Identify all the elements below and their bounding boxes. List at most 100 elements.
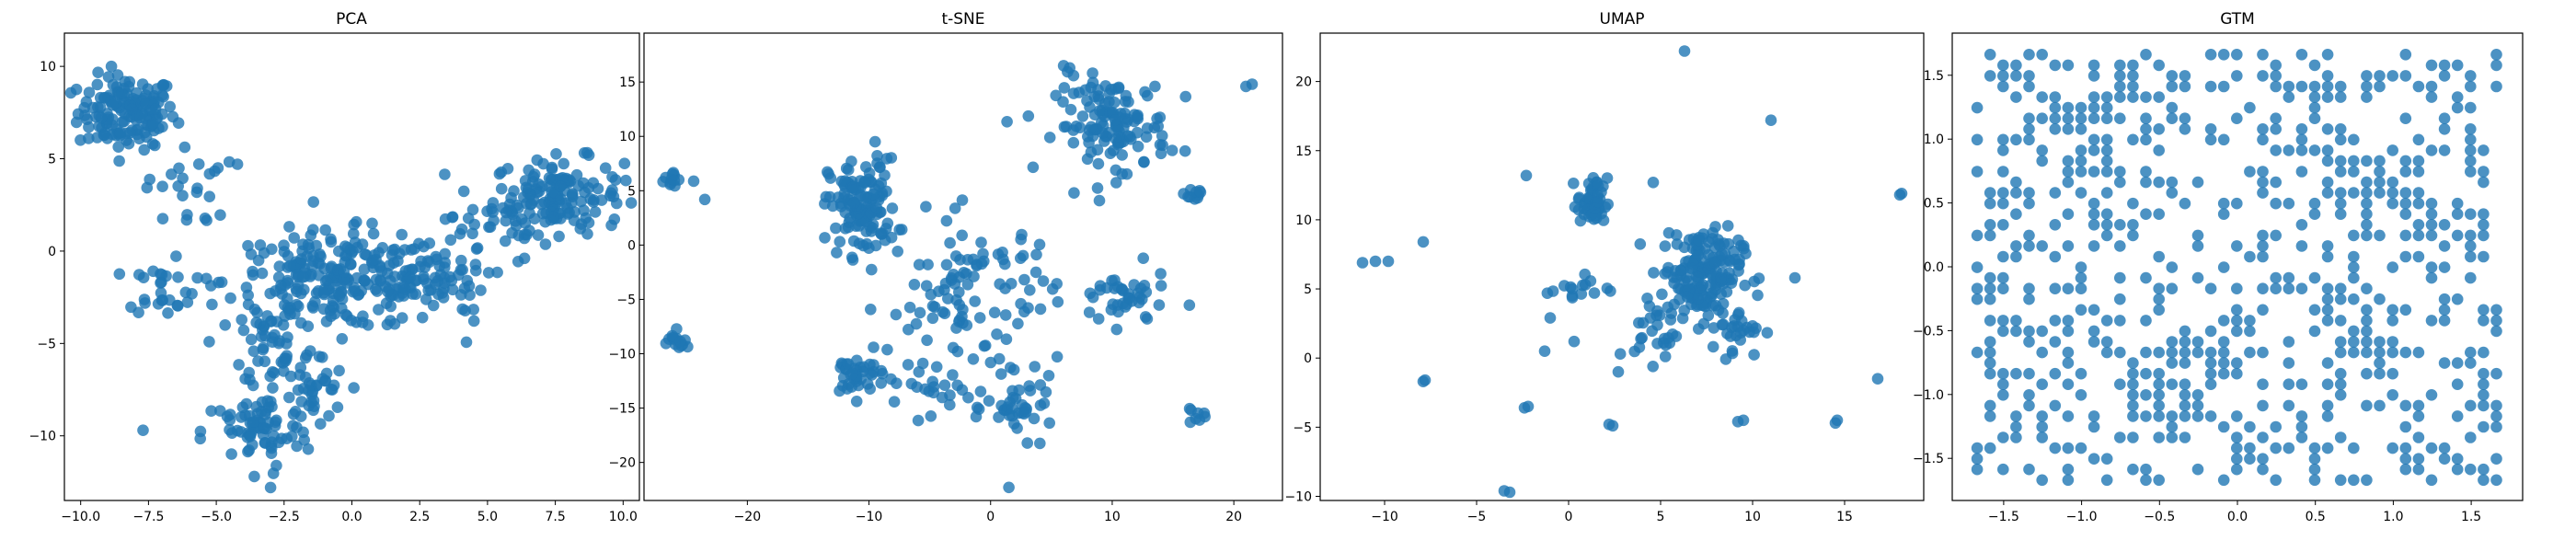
scatter-point — [2100, 208, 2113, 220]
scatter-point — [2204, 282, 2217, 295]
scatter-point — [2270, 474, 2282, 487]
scatter-point — [261, 395, 274, 408]
scatter-point — [455, 254, 467, 267]
scatter-point — [2023, 293, 2035, 305]
scatter-point — [2087, 101, 2100, 114]
scatter-point — [2153, 389, 2165, 401]
scatter-point — [1012, 317, 1024, 330]
scatter-point — [2412, 453, 2425, 466]
scatter-point — [951, 379, 963, 392]
scatter-point — [2348, 229, 2360, 242]
scatter-point — [2308, 304, 2321, 316]
scatter-point — [2114, 431, 2126, 443]
scatter-point — [2100, 474, 2113, 487]
scatter-point — [2386, 336, 2398, 348]
scatter-point — [315, 418, 327, 431]
scatter-point — [1128, 279, 1140, 291]
scatter-point — [525, 198, 537, 210]
scatter-point — [920, 280, 933, 293]
scatter-point — [1058, 82, 1071, 94]
scatter-point — [2100, 91, 2113, 103]
scatter-point — [2049, 187, 2062, 199]
scatter-point — [166, 168, 178, 180]
y-tick-label: −1.0 — [1913, 388, 1944, 403]
scatter-point — [2217, 367, 2230, 380]
scatter-point — [2361, 399, 2373, 412]
scatter-point — [2308, 144, 2321, 156]
scatter-point — [1997, 367, 2009, 380]
scatter-point — [2191, 346, 2204, 359]
scatter-point — [247, 379, 259, 392]
scatter-point — [1647, 361, 1659, 373]
scatter-point — [1037, 275, 1050, 287]
scatter-point — [243, 444, 256, 456]
scatter-point — [385, 300, 397, 313]
scatter-point — [847, 180, 860, 193]
scatter-point — [2283, 271, 2295, 284]
scatter-point — [256, 267, 269, 280]
scatter-point — [2087, 420, 2100, 433]
scatter-point — [259, 330, 271, 342]
scatter-point — [116, 87, 128, 99]
scatter-point — [2217, 315, 2230, 327]
scatter-point — [1093, 93, 1105, 106]
scatter-point — [2179, 431, 2191, 443]
scatter-point — [2308, 59, 2321, 72]
scatter-point — [2062, 101, 2075, 114]
scatter-point — [2114, 315, 2126, 327]
scatter-point — [1647, 177, 1660, 189]
scatter-point — [303, 385, 315, 397]
scatter-point — [2386, 389, 2398, 401]
scatter-point — [212, 162, 224, 174]
scatter-point — [575, 195, 587, 208]
scatter-point — [1092, 157, 1105, 170]
scatter-point — [2283, 197, 2295, 210]
scatter-point — [2075, 367, 2087, 380]
scatter-point — [956, 229, 968, 242]
scatter-point — [432, 288, 444, 301]
scatter-point — [885, 231, 898, 244]
scatter-point — [539, 238, 552, 250]
scatter-point — [868, 365, 880, 378]
scatter-point — [2087, 197, 2100, 210]
scatter-point — [141, 181, 154, 194]
scatter-point — [1717, 318, 1730, 331]
x-tick-label: 1.5 — [2461, 510, 2481, 524]
scatter-point — [257, 429, 270, 441]
scatter-point — [1678, 274, 1691, 287]
scatter-point — [2179, 325, 2191, 338]
scatter-point — [466, 227, 478, 240]
scatter-point — [2386, 442, 2398, 454]
scatter-point — [2191, 240, 2204, 252]
scatter-point — [969, 295, 981, 307]
scatter-point — [2348, 250, 2360, 263]
scatter-point — [344, 259, 357, 270]
scatter-point — [2036, 420, 2048, 433]
scatter-point — [1635, 332, 1647, 345]
scatter-point — [2166, 420, 2179, 433]
scatter-point — [1141, 89, 1154, 102]
scatter-point — [446, 211, 459, 224]
scatter-point — [2231, 112, 2243, 124]
scatter-point — [2023, 367, 2035, 380]
scatter-point — [2153, 399, 2165, 412]
scatter-point — [2127, 463, 2139, 476]
scatter-point — [356, 238, 369, 250]
scatter-point — [265, 442, 278, 454]
scatter-point — [1179, 144, 1191, 157]
scatter-point — [2451, 208, 2464, 220]
scatter-point — [859, 190, 872, 203]
scatter-point — [2334, 346, 2347, 359]
scatter-point — [500, 235, 512, 247]
scatter-point — [467, 304, 479, 316]
scatter-point — [2412, 80, 2425, 93]
scatter-point — [2023, 133, 2035, 146]
scatter-point — [2257, 133, 2269, 146]
scatter-point — [582, 216, 595, 229]
scatter-point — [2438, 453, 2451, 466]
scatter-point — [2075, 112, 2087, 124]
scatter-point — [1971, 293, 1984, 305]
scatter-point — [1001, 116, 1013, 128]
scatter-point — [2231, 49, 2243, 61]
scatter-point — [1709, 257, 1721, 270]
